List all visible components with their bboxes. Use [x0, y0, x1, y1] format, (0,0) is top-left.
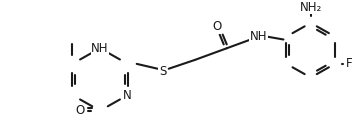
Text: O: O [75, 104, 84, 117]
Text: O: O [212, 20, 221, 33]
Text: N: N [123, 89, 132, 102]
Text: NH: NH [250, 30, 268, 43]
Text: F: F [345, 57, 352, 70]
Text: NH: NH [91, 42, 109, 55]
Text: S: S [159, 65, 166, 78]
Text: NH₂: NH₂ [300, 1, 322, 14]
